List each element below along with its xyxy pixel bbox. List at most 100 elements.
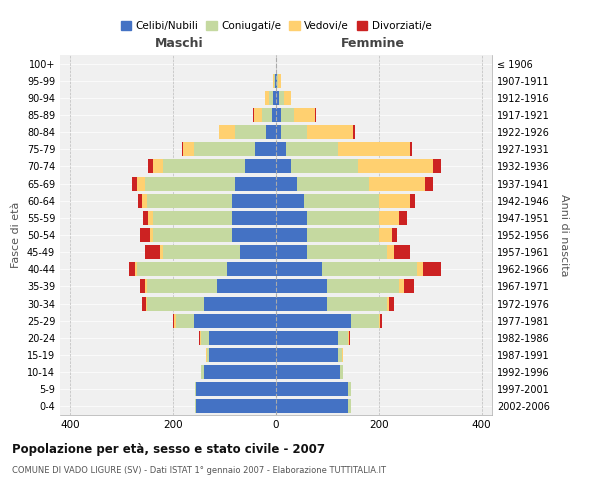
Bar <box>307 125 353 139</box>
Bar <box>256 142 276 156</box>
Bar <box>209 348 276 362</box>
Bar <box>194 314 276 328</box>
Bar <box>273 74 274 88</box>
Bar <box>379 314 380 328</box>
Bar <box>140 280 145 293</box>
Bar <box>276 108 281 122</box>
Bar <box>152 228 232 242</box>
Bar <box>276 382 348 396</box>
Text: COMUNE DI VADO LIGURE (SV) - Dati ISTAT 1° gennaio 2007 - Elaborazione TUTTITALI: COMUNE DI VADO LIGURE (SV) - Dati ISTAT … <box>12 466 386 475</box>
Bar <box>276 296 328 310</box>
Bar <box>235 176 276 190</box>
Bar <box>235 125 266 139</box>
Bar <box>281 108 294 122</box>
Bar <box>276 348 338 362</box>
Bar <box>152 160 163 173</box>
Bar <box>140 228 150 242</box>
Bar <box>276 142 286 156</box>
Bar <box>240 245 276 259</box>
Bar <box>232 211 276 225</box>
Bar <box>276 91 278 105</box>
Bar <box>148 160 152 173</box>
Bar <box>410 142 412 156</box>
Bar <box>342 348 343 362</box>
Bar <box>272 108 276 122</box>
Bar <box>348 400 350 413</box>
Bar <box>410 194 415 207</box>
Bar <box>145 176 235 190</box>
Bar <box>400 211 407 225</box>
Bar <box>307 245 386 259</box>
Bar <box>276 400 348 413</box>
Bar <box>227 262 276 276</box>
Bar <box>296 176 368 190</box>
Bar <box>307 211 379 225</box>
Bar <box>340 365 343 379</box>
Bar <box>338 142 410 156</box>
Y-axis label: Anni di nascita: Anni di nascita <box>559 194 569 276</box>
Bar <box>134 262 137 276</box>
Bar <box>145 280 148 293</box>
Bar <box>400 280 404 293</box>
Bar <box>276 194 304 207</box>
Bar <box>349 331 350 345</box>
Bar <box>276 74 277 88</box>
Text: Popolazione per età, sesso e stato civile - 2007: Popolazione per età, sesso e stato civil… <box>12 442 325 456</box>
Bar <box>276 211 307 225</box>
Bar <box>142 296 146 310</box>
Bar <box>196 382 276 396</box>
Bar <box>328 296 386 310</box>
Bar <box>379 228 392 242</box>
Bar <box>348 331 349 345</box>
Bar <box>194 142 256 156</box>
Bar <box>196 400 276 413</box>
Bar <box>276 245 307 259</box>
Bar <box>160 245 163 259</box>
Bar <box>278 91 284 105</box>
Bar <box>276 228 307 242</box>
Bar <box>204 296 276 310</box>
Bar <box>146 296 148 310</box>
Bar <box>304 194 379 207</box>
Bar <box>142 194 148 207</box>
Bar <box>163 160 245 173</box>
Bar <box>195 382 196 396</box>
Bar <box>148 194 232 207</box>
Bar <box>137 262 227 276</box>
Bar <box>379 194 410 207</box>
Bar <box>253 108 254 122</box>
Bar <box>276 160 292 173</box>
Bar <box>314 108 316 122</box>
Bar <box>277 74 278 88</box>
Bar <box>254 108 262 122</box>
Bar <box>358 160 433 173</box>
Bar <box>199 331 200 345</box>
Legend: Celibi/Nubili, Coniugati/e, Vedovi/e, Divorziati/e: Celibi/Nubili, Coniugati/e, Vedovi/e, Di… <box>116 17 436 36</box>
Bar <box>276 176 296 190</box>
Bar <box>418 262 422 276</box>
Bar <box>276 314 350 328</box>
Bar <box>322 262 418 276</box>
Bar <box>182 142 184 156</box>
Bar <box>269 91 274 105</box>
Bar <box>276 125 281 139</box>
Bar <box>379 211 400 225</box>
Bar <box>380 314 382 328</box>
Bar <box>353 125 355 139</box>
Bar <box>138 194 142 207</box>
Bar <box>202 331 209 345</box>
Bar <box>276 280 328 293</box>
Bar <box>404 280 414 293</box>
Bar <box>392 228 397 242</box>
Bar <box>200 331 202 345</box>
Bar <box>132 176 137 190</box>
Bar <box>348 382 350 396</box>
Bar <box>394 245 410 259</box>
Bar <box>130 262 134 276</box>
Bar <box>274 91 276 105</box>
Bar <box>174 314 176 328</box>
Bar <box>148 296 204 310</box>
Bar <box>217 280 276 293</box>
Bar <box>386 296 389 310</box>
Bar <box>328 280 400 293</box>
